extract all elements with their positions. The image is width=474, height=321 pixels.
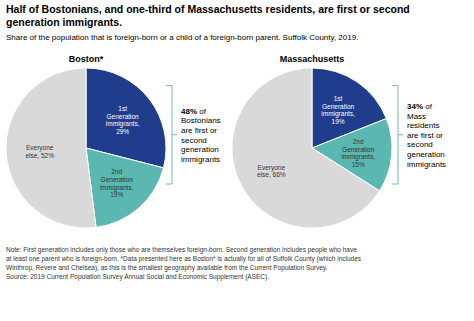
- annotation: 34% ofMassresidentsare first orsecondgen…: [407, 102, 446, 169]
- chart: Half of Bostonians, and one-third of Mas…: [0, 0, 474, 321]
- pie-slice: [86, 148, 163, 227]
- pie-title: Massachusetts: [280, 54, 345, 64]
- slice-label: Everyoneelse, 52%: [25, 144, 54, 159]
- title: Half of Bostonians, and one-third of Mas…: [6, 3, 410, 28]
- slice-label: 1stGenerationimmigrants,19%: [321, 95, 355, 125]
- pie-slice: [6, 68, 96, 228]
- pie: [6, 68, 166, 228]
- annotation-bold: 34%: [407, 102, 423, 111]
- annotation: 48% ofBostoniansare first orsecondgenera…: [181, 107, 221, 164]
- annotation-bold: 48%: [181, 107, 197, 116]
- bracket-line: [392, 86, 403, 184]
- pie-title: Boston*: [69, 54, 104, 64]
- slice-label: Everyoneelse, 66%: [257, 163, 286, 178]
- bracket: [392, 86, 403, 184]
- subtitle: Share of the population that is foreign-…: [6, 33, 358, 42]
- slice-label: 2ndGenerationimmigrants,15%: [341, 137, 375, 167]
- note: Note: First generation includes only tho…: [6, 246, 362, 281]
- annotation-text: ofBostoniansare first orsecondgeneration…: [181, 107, 221, 164]
- bracket-line: [166, 86, 177, 184]
- background: [0, 0, 474, 321]
- pie: [232, 68, 392, 228]
- pie-slice: [232, 68, 380, 228]
- bracket: [166, 86, 177, 184]
- slice-label: 1stGenerationimmigrants,29%: [106, 105, 140, 135]
- slice-label: 2ndGenerationimmigrants,19%: [100, 168, 134, 198]
- annotation-text: ofMassresidentsare first orsecondgenerat…: [407, 102, 446, 169]
